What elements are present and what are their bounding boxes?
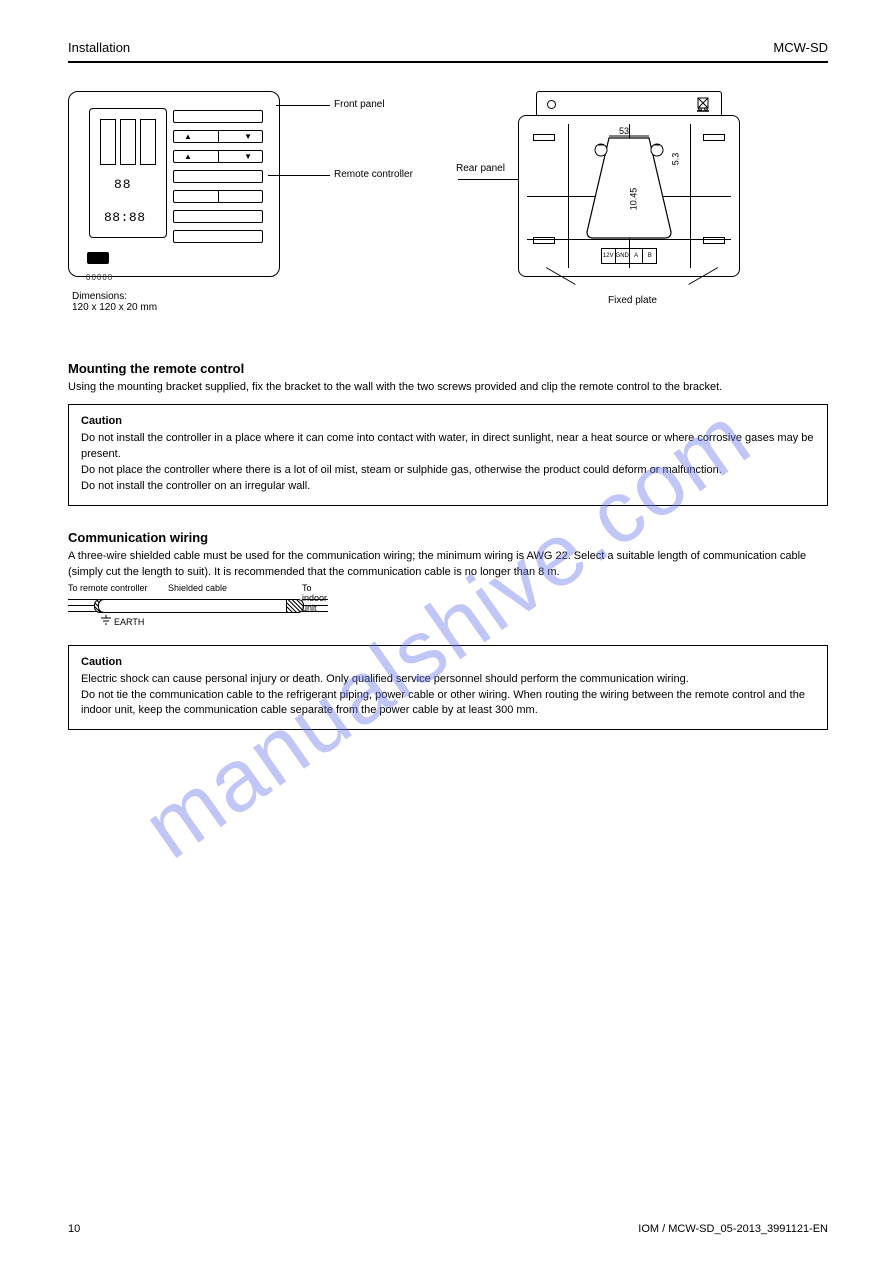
wire — [68, 599, 98, 600]
indicator-dots: 00000 — [86, 273, 113, 282]
span-dim: 53 — [619, 126, 629, 136]
triangle-left-icon: ▲ — [184, 152, 192, 161]
wiring-heading: Communication wiring — [68, 530, 828, 545]
doc-id: IOM / MCW-SD_05-2013_3991121-EN — [638, 1223, 828, 1235]
front-unit: 88 88:88 ▲ ▼ ▲ ▼ — [68, 91, 278, 281]
temp-up-down-button[interactable]: ▲ ▼ — [173, 130, 263, 143]
dimensions-label: Dimensions: 120 x 120 x 20 mm — [72, 291, 157, 313]
lcd-clock-digits: 88:88 — [104, 210, 146, 225]
ir-window — [87, 252, 109, 264]
figure-row: 88 88:88 ▲ ▼ ▲ ▼ — [68, 91, 828, 291]
vent-slot — [703, 237, 725, 244]
doc-section-title: Installation — [68, 40, 130, 55]
ground-icon — [100, 615, 112, 625]
lcd-bar — [120, 119, 136, 165]
vent-slot — [533, 134, 555, 141]
lcd-bar — [140, 119, 156, 165]
caution-box-2: Caution Electric shock can cause persona… — [68, 645, 828, 731]
mounting-heading: Mounting the remote control — [68, 361, 828, 376]
front-panel-label: Front panel — [334, 99, 385, 110]
vent-slot — [533, 237, 555, 244]
cable-body — [98, 599, 300, 613]
timer-button[interactable] — [173, 190, 263, 203]
hole-width-dim: 5.3 — [670, 153, 680, 166]
terminal-pin: A — [630, 249, 644, 263]
wiring-body: A three-wire shielded cable must be used… — [68, 549, 828, 581]
fixed-plate-label: Fixed plate — [608, 295, 657, 306]
lcd-bar — [100, 119, 116, 165]
triangle-right-icon: ▼ — [244, 132, 252, 141]
triangle-right-icon: ▼ — [244, 152, 252, 161]
wire — [68, 611, 98, 612]
rear-figure: 10.45 5.3 53 12V GND A — [458, 91, 798, 291]
leader-line — [268, 175, 330, 176]
mount-spacing-dim: 10.45 — [628, 188, 638, 211]
cable-left-label: To remote controller — [68, 583, 148, 593]
caution-title: Caution — [81, 415, 815, 427]
caution-box-1: Caution Do not install the controller in… — [68, 404, 828, 506]
caution-line: Do not install the controller in a place… — [81, 431, 815, 463]
caution-line: Do not place the controller where there … — [81, 463, 815, 479]
mode-button[interactable] — [173, 110, 263, 123]
rear-panel-label: Rear panel — [456, 163, 505, 174]
rear-top-rail — [536, 91, 722, 116]
lcd-temp-digits: 88 — [114, 177, 132, 192]
mounting-body: Using the mounting bracket supplied, fix… — [68, 380, 828, 396]
front-panel: 88 88:88 ▲ ▼ ▲ ▼ — [68, 91, 280, 277]
vent-slot — [703, 134, 725, 141]
cable-shield-label: Shielded cable — [168, 583, 227, 593]
onoff-button[interactable] — [173, 230, 263, 243]
cable-figure: To remote controller To indoor unit Shie… — [68, 587, 328, 627]
rear-unit: 10.45 5.3 53 12V GND A — [518, 91, 738, 291]
triangle-left-icon: ▲ — [184, 132, 192, 141]
button-column: ▲ ▼ ▲ ▼ — [173, 110, 263, 243]
caution-line: Do not install the controller on an irre… — [81, 479, 815, 495]
set-button[interactable] — [173, 210, 263, 223]
lcd-display: 88 88:88 — [89, 108, 167, 238]
doc-ref: MCW-SD — [773, 40, 828, 55]
terminal-pin: 12V — [602, 249, 616, 263]
caution-line: Electric shock can cause personal injury… — [81, 672, 815, 688]
page-footer: 10 IOM / MCW-SD_05-2013_3991121-EN — [68, 1223, 828, 1235]
rear-body: 10.45 5.3 53 12V GND A — [518, 115, 740, 277]
caution-title: Caution — [81, 656, 815, 668]
remote-controller-label: Remote controller — [334, 169, 413, 180]
caution-line: Do not tie the communication cable to th… — [81, 688, 815, 720]
rear-inner: 10.45 5.3 53 12V GND A — [527, 124, 731, 268]
fan-up-down-button[interactable]: ▲ ▼ — [173, 150, 263, 163]
lcd-bar-row — [100, 119, 156, 165]
swing-button[interactable] — [173, 170, 263, 183]
content-area: Installation MCW-SD — [68, 40, 828, 730]
terminal-pin: GND — [616, 249, 630, 263]
lcd-inner: 88 88:88 — [96, 115, 160, 231]
weee-icon — [695, 95, 711, 113]
leader-line — [458, 179, 518, 180]
front-figure: 88 88:88 ▲ ▼ ▲ ▼ — [68, 91, 398, 291]
cable-gnd-label: EARTH — [114, 617, 144, 627]
terminal-pin: B — [643, 249, 656, 263]
terminal-block: 12V GND A B — [601, 248, 657, 264]
header-rule — [68, 61, 828, 63]
leader-line — [276, 105, 330, 106]
cable-right-label: To indoor unit — [302, 583, 328, 613]
screw-icon — [547, 100, 556, 109]
page: Installation MCW-SD — [0, 0, 893, 1263]
page-header: Installation MCW-SD — [68, 40, 828, 55]
page-number: 10 — [68, 1223, 80, 1235]
